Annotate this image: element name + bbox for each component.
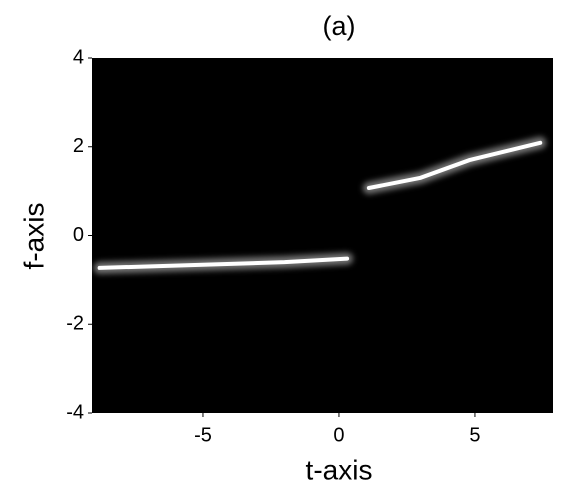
y-axis-label: f-axis xyxy=(18,203,49,270)
y-tick-label: 0 xyxy=(73,224,84,246)
plot-area xyxy=(92,58,553,413)
x-tick-label: -5 xyxy=(194,424,212,446)
y-tick-label: -2 xyxy=(66,313,84,335)
x-axis-label: t-axis xyxy=(306,454,373,485)
x-tick-label: 0 xyxy=(333,424,344,446)
y-tick-label: 4 xyxy=(73,46,84,68)
x-tick-label: 5 xyxy=(469,424,480,446)
y-tick-label: -4 xyxy=(66,401,84,423)
y-tick-label: 2 xyxy=(73,135,84,157)
chart-title: (a) xyxy=(323,11,356,41)
ridge-line xyxy=(97,140,543,270)
